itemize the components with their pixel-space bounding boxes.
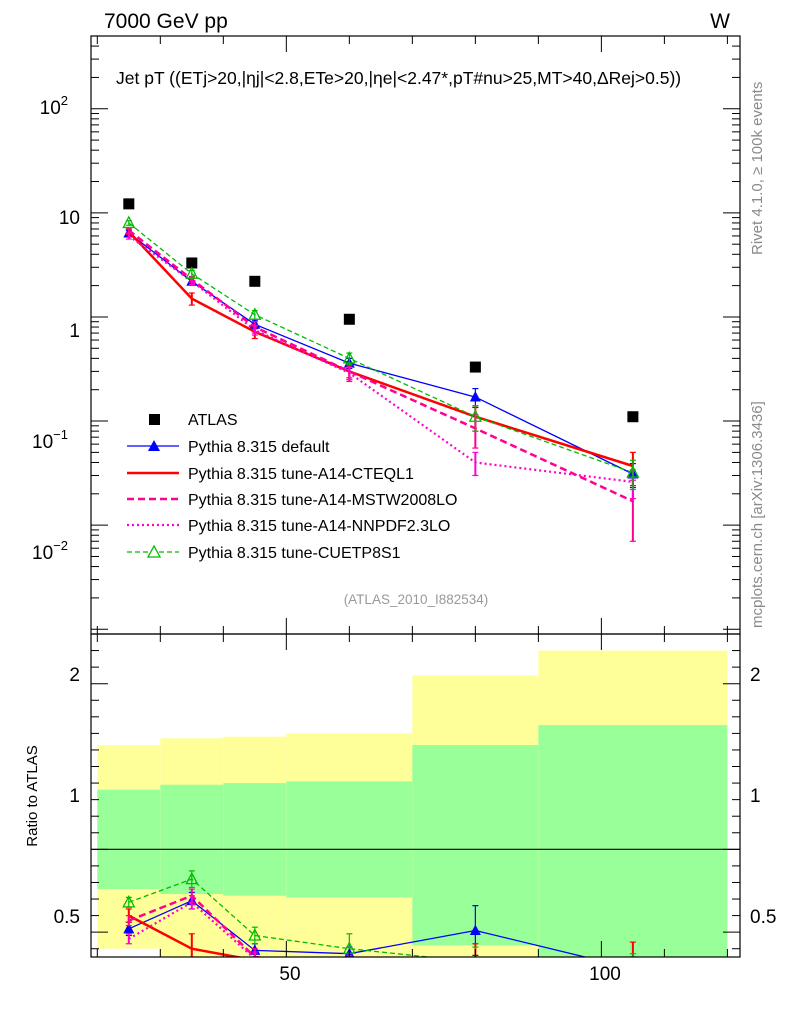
atlas-data-point	[249, 275, 261, 287]
x-tick-label-50: 50	[279, 964, 300, 985]
band-inner-5	[538, 725, 728, 957]
y-tick-label-10: 10	[59, 208, 80, 229]
ratio-tick-label-2-right: 2	[750, 665, 761, 686]
ratio-tick-label-0.5-right: 0.5	[750, 907, 776, 928]
ratio-y-tick-labels: 0.5 1 2 0.5 1 2	[54, 665, 777, 928]
series-line-pythia-8-315-tune-a14-nnpdf2-3lo	[128, 900, 255, 957]
legend-entry-cteql1: Pythia 8.315 tune-A14-CTEQL1	[127, 466, 414, 483]
main-y-tick-labels: 10−2 10−1 1 10 102	[32, 93, 80, 564]
axis-ticks	[91, 35, 740, 957]
marker-triangle	[469, 391, 481, 402]
legend-marker-atlas	[149, 414, 160, 425]
side-label-rivet: Rivet 4.1.0, ≥ 100k events	[749, 82, 766, 255]
side-label-mcplots: mcplots.cern.ch [arXiv:1306.3436]	[749, 401, 766, 628]
legend-label: Pythia 8.315 tune-A14-CTEQL1	[188, 466, 414, 483]
ratio-tick-label-0.5-left: 0.5	[54, 907, 80, 928]
band-inner-0	[97, 789, 161, 890]
legend-entry-default: Pythia 8.315 default	[127, 439, 330, 456]
marker-open-triangle	[248, 307, 262, 320]
y-tick-exp: 2	[61, 93, 68, 108]
y-tick-label-1e2: 102	[40, 93, 68, 119]
band-inner-2	[223, 783, 287, 896]
ratio-panel-frame	[90, 633, 741, 958]
marker-open-triangle	[185, 266, 199, 279]
atlas-data-point	[123, 198, 135, 210]
series-line-pythia-8-315-tune-a14-cteql1	[128, 914, 244, 957]
legend-entry-atlas: ATLAS	[149, 412, 238, 429]
band-inner-3	[286, 781, 413, 898]
analysis-id: (ATLAS_2010_I882534)	[344, 592, 489, 607]
y-tick-label-1: 1	[69, 321, 80, 342]
legend-label: Pythia 8.315 default	[188, 439, 330, 456]
marker-open-triangle	[626, 465, 640, 478]
ratio-series	[122, 870, 638, 974]
marker-open-triangle	[122, 215, 136, 229]
chart-title-text: Jet pT ((ETj>20,|ηj|<2.8,ETe>20,|ηe|<2.4…	[116, 68, 681, 88]
x-tick-label-100: 100	[589, 964, 621, 985]
legend-entry-nnpdf: Pythia 8.315 tune-A14-NNPDF2.3LO	[127, 518, 450, 535]
ratio-ylabel: Ratio to ATLAS	[24, 745, 41, 846]
legend-marker-cuetp8s1	[146, 544, 162, 558]
series-line-pythia-8-315-tune-a14-cteql1	[127, 230, 634, 468]
chart-title: Jet pT ((ETj>20,|ηj|<2.8,ETe>20,|ηe|<2.4…	[116, 68, 681, 88]
legend-entry-mstw: Pythia 8.315 tune-A14-MSTW2008LO	[127, 492, 457, 509]
ratio-tick-label-1-left: 1	[69, 786, 80, 807]
series-line-pythia-8-315-tune-a14-mstw2008lo	[128, 229, 634, 503]
marker-open-triangle	[627, 961, 638, 972]
atlas-data-point	[186, 257, 198, 269]
marker-open-triangle	[342, 350, 356, 364]
atlas-data-point	[469, 361, 481, 373]
y-tick-exp: −1	[53, 427, 68, 442]
atlas-data-point	[343, 313, 355, 325]
energy-label: 7000 GeV pp	[104, 10, 228, 33]
legend-marker-default	[148, 440, 160, 451]
legend-label: Pythia 8.315 tune-A14-MSTW2008LO	[188, 492, 457, 509]
marker-open-triangle	[468, 409, 482, 422]
series-line-pythia-8-315-default	[128, 899, 588, 957]
legend-label: Pythia 8.315 tune-A14-NNPDF2.3LO	[188, 518, 450, 535]
marker-triangle	[627, 963, 638, 974]
ratio-tick-label-1-right: 1	[750, 786, 761, 807]
x-tick-labels: 50 100	[279, 964, 620, 985]
marker-open-triangle	[122, 894, 136, 908]
y-tick-exp: −2	[53, 538, 68, 553]
legend: ATLAS Pythia 8.315 default Pythia 8.315 …	[127, 412, 457, 562]
marker-open-triangle	[248, 928, 262, 941]
legend-label: ATLAS	[188, 412, 238, 429]
atlas-data-point	[627, 411, 639, 423]
marker-triangle	[469, 924, 481, 935]
y-tick-label-1e-1: 10−1	[32, 427, 68, 453]
y-tick-label-1e-2: 10−2	[32, 538, 68, 564]
marker-triangle	[123, 922, 135, 934]
legend-entry-cuetp8s1: Pythia 8.315 tune-CUETP8S1	[127, 544, 401, 562]
marker-open-triangle	[185, 871, 199, 885]
main-series	[122, 198, 640, 542]
series-line-pythia-8-315-tune-cuetp8s1	[128, 222, 634, 474]
ratio-tick-label-2-left: 2	[69, 665, 80, 686]
series-line-pythia-8-315-default	[128, 232, 634, 475]
legend-label: Pythia 8.315 tune-CUETP8S1	[188, 545, 401, 562]
process-label: W	[710, 10, 730, 33]
series-line-pythia-8-315-tune-a14-mstw2008lo	[128, 894, 270, 957]
